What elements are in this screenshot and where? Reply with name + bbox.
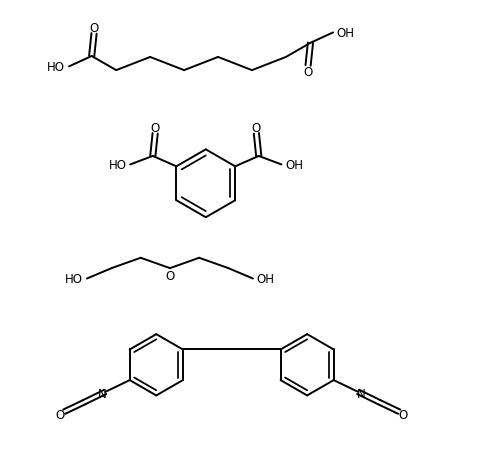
Text: O: O bbox=[165, 269, 174, 283]
Text: N: N bbox=[357, 387, 366, 400]
Text: O: O bbox=[56, 408, 65, 421]
Text: HO: HO bbox=[65, 272, 83, 286]
Text: HO: HO bbox=[109, 159, 127, 171]
Text: O: O bbox=[90, 22, 99, 35]
Text: N: N bbox=[97, 387, 106, 400]
Text: OH: OH bbox=[285, 159, 303, 171]
Text: O: O bbox=[398, 408, 408, 421]
Text: OH: OH bbox=[257, 272, 275, 286]
Text: O: O bbox=[303, 66, 313, 79]
Text: O: O bbox=[252, 121, 261, 134]
Text: O: O bbox=[150, 121, 160, 134]
Text: OH: OH bbox=[337, 27, 355, 40]
Text: HO: HO bbox=[47, 61, 65, 74]
